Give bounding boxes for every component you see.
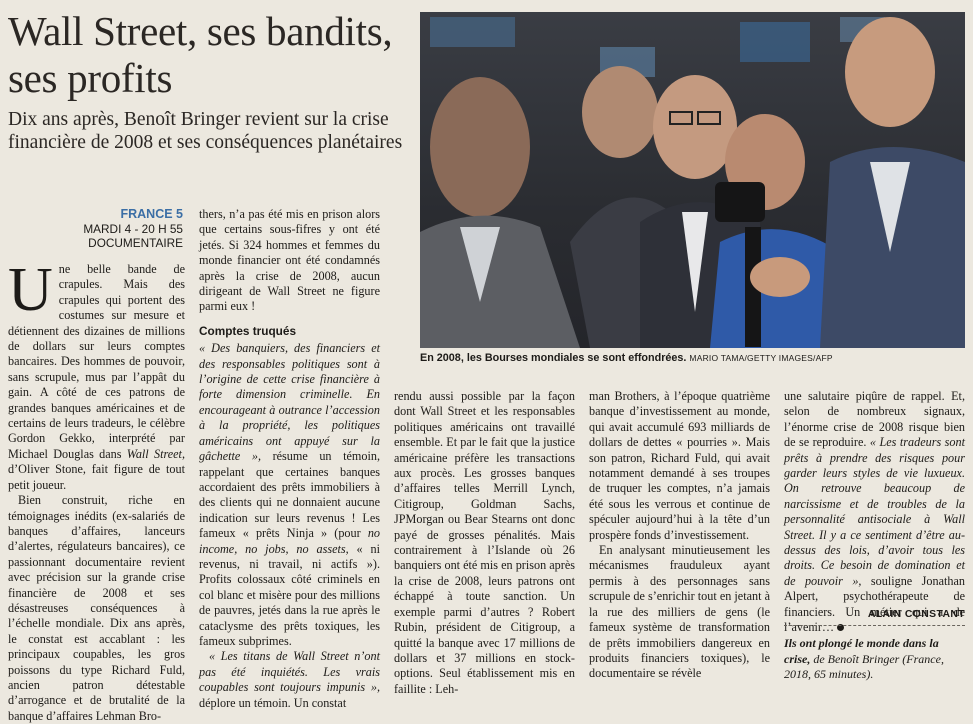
- text-run: résume un témoin, rappelant que certaine…: [199, 449, 380, 541]
- quote: « Les tradeurs sont prêts à prendre des …: [784, 435, 965, 588]
- airtime-label: MARDI 4 - 20 H 55: [83, 222, 183, 236]
- paragraph: « Les titans de Wall Street n’ont pas ét…: [199, 649, 380, 711]
- english-term: no income, no jobs, no assets,: [199, 526, 380, 556]
- trading-floor-photo: [420, 12, 965, 348]
- headline: Wall Street, ses bandits, ses profits: [8, 8, 393, 101]
- program-credits: Ils ont plongé le monde dans la crise, d…: [784, 636, 965, 683]
- column-5: une salutaire piqûre de rappel. Et, selo…: [784, 389, 965, 636]
- photo-credit: MARIO TAMA/GETTY IMAGES/AFP: [689, 353, 833, 363]
- caption-text: En 2008, les Bourses mondiales se sont e…: [420, 352, 687, 364]
- column-2: thers, n’a pas été mis en prison alors q…: [199, 207, 380, 711]
- column-3: rendu aussi possible par la façon dont W…: [394, 389, 575, 697]
- drop-cap: U: [8, 256, 53, 324]
- end-of-article-icon: [837, 624, 845, 632]
- program-details: de Benoît Bringer (France, 2018, 65 minu…: [784, 651, 944, 682]
- quote: « Des banquiers, des financiers et des r…: [199, 341, 380, 464]
- genre-label: DOCUMENTAIRE: [88, 236, 183, 250]
- text-run: d’Oliver Stone, fait figure de tout peti…: [8, 462, 185, 492]
- divider: [784, 625, 965, 626]
- subtitle: Dix ans après, Benoît Bringer revient su…: [8, 109, 403, 153]
- photo-caption: En 2008, les Bourses mondiales se sont e…: [420, 352, 965, 364]
- paragraph: Bien construit, riche en témoignages iné…: [8, 493, 185, 723]
- author-byline: ALAIN CONSTANT: [867, 609, 965, 620]
- text-run: ne belle bande de crapules. Mais des cra…: [8, 262, 185, 461]
- paragraph: thers, n’a pas été mis en prison alors q…: [199, 207, 380, 314]
- text-run: déplore un témoin. Un constat: [199, 695, 347, 710]
- section-subhead: Comptes truqués: [199, 323, 297, 338]
- column-4: man Brothers, à l’époque quatrième banqu…: [589, 389, 770, 682]
- paragraph: En analysant minutieusement les mécanism…: [589, 543, 770, 681]
- text-run: « ni revenus, ni travail, ni actifs »). …: [199, 541, 380, 648]
- text-run: souligne Jonathan Alpert, psychothérapeu…: [784, 573, 965, 635]
- text-run: une salutaire piqûre de rappel. Et, selo…: [784, 389, 965, 450]
- paragraph: « Des banquiers, des financiers et des r…: [199, 341, 380, 649]
- paragraph: une salutaire piqûre de rappel. Et, selo…: [784, 389, 965, 636]
- film-title: Wall Street,: [126, 446, 185, 461]
- paragraph: man Brothers, à l’époque quatrième banqu…: [589, 389, 770, 542]
- channel-label: FRANCE 5: [120, 207, 183, 221]
- quote: « Les titans de Wall Street n’ont pas ét…: [199, 649, 380, 695]
- paragraph: rendu aussi possible par la façon dont W…: [394, 389, 575, 696]
- program-title: Ils ont plongé le monde dans la crise,: [784, 636, 939, 666]
